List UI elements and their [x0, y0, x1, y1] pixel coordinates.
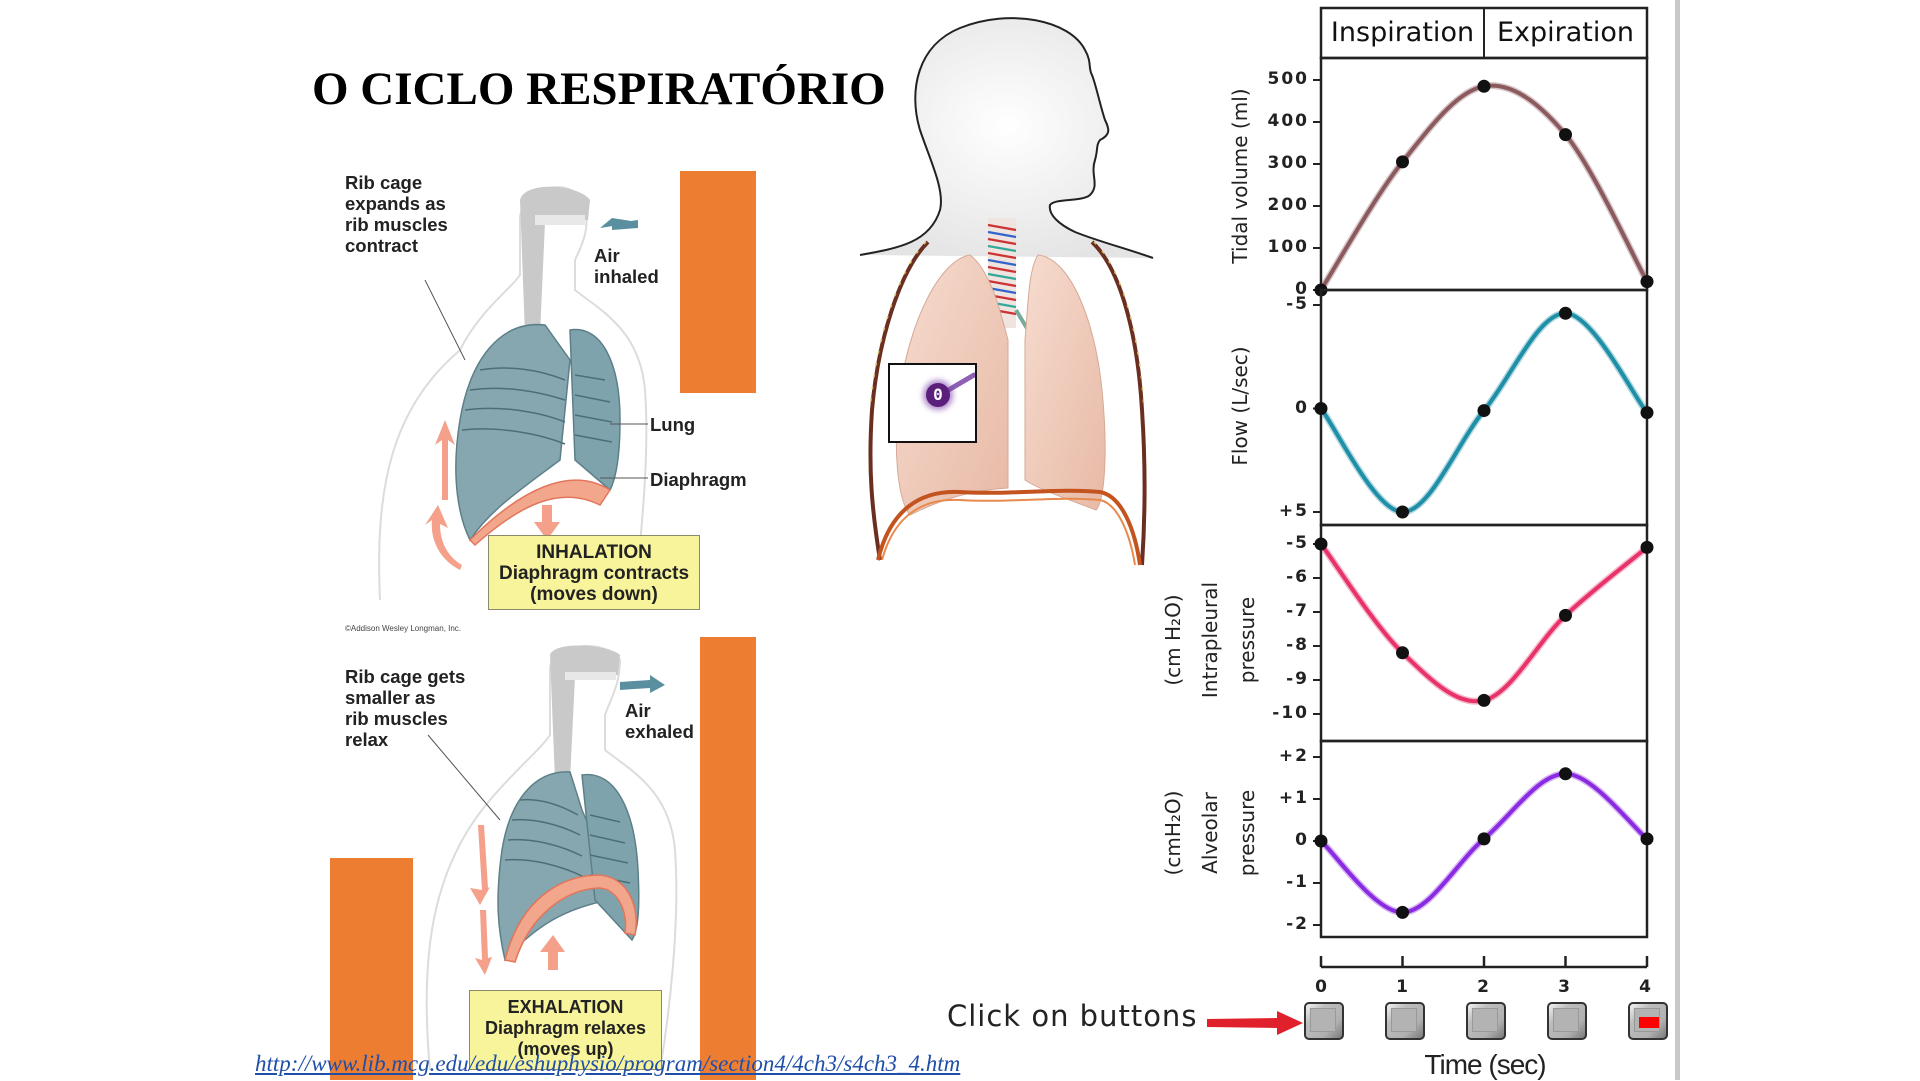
y-tick-label: 0 — [1295, 279, 1309, 299]
label-line: Air — [625, 700, 651, 721]
y-tick-label: 500 — [1267, 69, 1309, 89]
exhalation-caption-box: EXHALATION Diaphragm relaxes (moves up) — [469, 990, 662, 1070]
time-button-4-active[interactable] — [1628, 1002, 1668, 1040]
inhalation-box-line1: Diaphragm contracts — [498, 563, 690, 584]
source-link[interactable]: http://www.lib.mcg.edu/edu/eshuphysio/pr… — [255, 1051, 961, 1076]
button-face — [1310, 1008, 1336, 1032]
ylabel-flow: Flow (L/sec) — [1228, 346, 1252, 466]
slide-title: O CICLO RESPIRATÓRIO — [312, 63, 886, 115]
active-indicator-icon — [1639, 1017, 1659, 1028]
label-line: expands as — [345, 193, 446, 214]
label-line: smaller as — [345, 687, 436, 708]
inhalation-caption-box: INHALATION Diaphragm contracts (moves do… — [488, 535, 700, 610]
time-button-0[interactable] — [1304, 1002, 1344, 1040]
x-tick-3: 3 — [1558, 977, 1570, 997]
button-face — [1391, 1008, 1417, 1032]
rib-cage-smaller-label: Rib cage gets smaller as rib muscles rel… — [345, 666, 465, 750]
y-tick-label: +2 — [1278, 746, 1309, 766]
label-line: rib muscles — [345, 214, 448, 235]
time-button-2[interactable] — [1466, 1002, 1506, 1040]
time-button-1[interactable] — [1385, 1002, 1425, 1040]
x-axis-label: Time (sec) — [1424, 1049, 1546, 1080]
pressure-indicator-value: 0 — [933, 385, 943, 404]
y-tick-label: +1 — [1278, 788, 1309, 808]
label-line: inhaled — [594, 266, 659, 287]
y-tick-label: +5 — [1278, 501, 1309, 521]
y-tick-label: -6 — [1286, 567, 1309, 587]
click-instruction: Click on buttons — [947, 999, 1198, 1033]
lung-label: Lung — [650, 414, 696, 435]
y-tick-label: -2 — [1286, 914, 1309, 934]
pressure-indicator-bubble: 0 — [926, 383, 950, 407]
y-tick-label: -7 — [1286, 601, 1309, 621]
y-tick-label: -9 — [1286, 669, 1309, 689]
button-face — [1553, 1008, 1579, 1032]
ylabel-alveolar-pressure: pressure — [1235, 789, 1259, 877]
x-tick-0: 0 — [1315, 977, 1327, 997]
exhalation-box-line1: Diaphragm relaxes — [484, 1018, 647, 1038]
y-tick-label: -8 — [1286, 635, 1309, 655]
inhalation-box-title: INHALATION — [536, 542, 652, 563]
label-line: contract — [345, 235, 418, 256]
ylabel-intrapleural-name: Intrapleural — [1198, 581, 1222, 699]
exhalation-box-line2: (moves up) — [517, 1039, 614, 1059]
y-tick-label: -5 — [1286, 533, 1309, 553]
orange-block-bottom-right — [700, 637, 756, 1080]
ylabel-intrapleural-units: (cm H₂O) — [1161, 594, 1185, 686]
diaphragm-label: Diaphragm — [650, 469, 747, 490]
exhalation-figure: Rib cage gets smaller as rib muscles rel… — [320, 630, 770, 1080]
red-arrow-icon — [1207, 1011, 1303, 1035]
x-tick-4: 4 — [1639, 977, 1651, 997]
y-tick-label: -10 — [1272, 703, 1309, 723]
label-line: Air — [594, 245, 620, 266]
exhalation-box-title: EXHALATION — [507, 997, 624, 1017]
inhalation-box-line2: (moves down) — [530, 584, 658, 605]
orange-block-bottom-left — [330, 858, 413, 1080]
label-line: exhaled — [625, 721, 694, 742]
header-expiration: Expiration — [1496, 17, 1635, 48]
inhalation-illustration — [378, 186, 648, 601]
y-tick-label: -5 — [1286, 294, 1309, 314]
y-tick-label: 200 — [1267, 195, 1309, 215]
air-inhaled-label: Air inhaled — [594, 245, 659, 287]
header-inspiration: Inspiration — [1330, 17, 1475, 48]
divider-bar — [1675, 0, 1680, 1080]
copyright-text: ©Addison Wesley Longman, Inc. — [345, 624, 462, 633]
rib-cage-expands-label: Rib cage expands as rib muscles contract — [345, 172, 448, 256]
y-tick-label: 100 — [1267, 237, 1309, 257]
exhalation-illustration — [425, 645, 678, 1071]
x-tick-1: 1 — [1396, 977, 1408, 997]
ylabel-alveolar-units: (cmH₂O) — [1161, 790, 1185, 876]
y-tick-label: 300 — [1267, 153, 1309, 173]
ylabel-alveolar-name: Alveolar — [1198, 792, 1222, 874]
inhalation-figure: Rib cage expands as rib muscles contract… — [320, 160, 770, 630]
orange-block-top-right — [680, 171, 756, 393]
air-exhaled-label: Air exhaled — [625, 700, 694, 742]
label-line: relax — [345, 729, 389, 750]
label-line: Rib cage gets — [345, 666, 466, 687]
label-line: rib muscles — [345, 708, 448, 729]
y-tick-label: 0 — [1295, 830, 1309, 850]
y-tick-label: 400 — [1267, 111, 1309, 131]
pressure-inset-box: 0 — [888, 363, 977, 443]
ylabel-tidal-volume: Tidal volume (ml) — [1228, 88, 1252, 264]
torso-figure: 0 — [860, 10, 1190, 630]
ylabel-intrapleural-pressure: pressure — [1235, 596, 1259, 684]
y-tick-label: 0 — [1295, 397, 1309, 418]
label-line: Rib cage — [345, 172, 423, 193]
time-button-3[interactable] — [1547, 1002, 1587, 1040]
button-face — [1472, 1008, 1498, 1032]
y-tick-label: -1 — [1286, 872, 1309, 892]
x-tick-2: 2 — [1477, 977, 1489, 997]
